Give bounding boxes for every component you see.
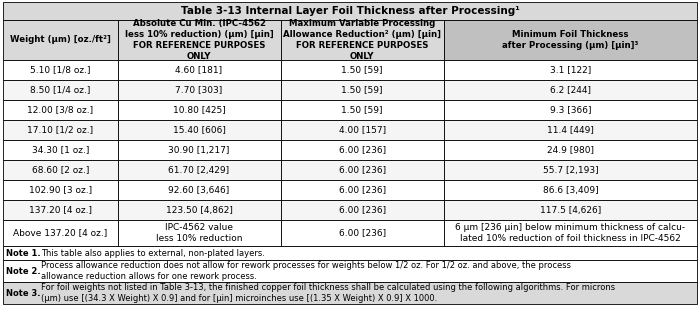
Bar [281,180,444,200]
Bar [281,120,444,140]
Text: 1.50 [59]: 1.50 [59] [342,66,383,74]
Text: 92.60 [3,646]: 92.60 [3,646] [169,185,230,195]
Bar [444,200,697,220]
Bar [118,160,281,180]
Bar [281,80,444,100]
Bar [118,120,281,140]
Text: 6.00 [236]: 6.00 [236] [339,165,386,174]
Bar [281,140,444,160]
Bar [3,282,697,304]
Text: 68.60 [2 oz.]: 68.60 [2 oz.] [32,165,89,174]
Text: 6.00 [236]: 6.00 [236] [339,146,386,154]
Text: IPC-4562 value
less 10% reduction: IPC-4562 value less 10% reduction [156,223,242,243]
Text: 1.50 [59]: 1.50 [59] [342,106,383,114]
Bar [3,180,118,200]
Bar [444,220,697,246]
Bar [3,140,118,160]
Text: Maximum Variable Processing
Allowance Reduction² (μm) [μin]
FOR REFERENCE PURPOS: Maximum Variable Processing Allowance Re… [283,19,441,61]
Bar [444,60,697,80]
Text: 15.40 [606]: 15.40 [606] [173,126,225,134]
Text: 4.00 [157]: 4.00 [157] [339,126,386,134]
Text: 11.4 [449]: 11.4 [449] [547,126,594,134]
Text: 5.10 [1/8 oz.]: 5.10 [1/8 oz.] [30,66,90,74]
Bar [3,60,118,80]
Text: Note 3.: Note 3. [6,288,41,297]
Bar [281,20,444,60]
Text: 4.60 [181]: 4.60 [181] [176,66,223,74]
Text: 117.5 [4,626]: 117.5 [4,626] [540,205,601,215]
Text: 10.80 [425]: 10.80 [425] [173,106,225,114]
Bar [118,220,281,246]
Text: 9.3 [366]: 9.3 [366] [550,106,591,114]
Text: 7.70 [303]: 7.70 [303] [176,86,223,94]
Bar [118,80,281,100]
Bar [3,2,697,20]
Bar [444,120,697,140]
Bar [444,20,697,60]
Text: 12.00 [3/8 oz.]: 12.00 [3/8 oz.] [27,106,93,114]
Text: Note 1.: Note 1. [6,249,41,257]
Bar [444,80,697,100]
Bar [281,160,444,180]
Bar [118,180,281,200]
Bar [118,60,281,80]
Bar [444,100,697,120]
Text: 24.9 [980]: 24.9 [980] [547,146,594,154]
Bar [3,200,118,220]
Bar [281,60,444,80]
Text: 30.90 [1,217]: 30.90 [1,217] [169,146,230,154]
Text: 102.90 [3 oz.]: 102.90 [3 oz.] [29,185,92,195]
Bar [444,140,697,160]
Text: 17.10 [1/2 oz.]: 17.10 [1/2 oz.] [27,126,93,134]
Text: 8.50 [1/4 oz.]: 8.50 [1/4 oz.] [30,86,90,94]
Bar [444,180,697,200]
Bar [3,20,118,60]
Text: Table 3-13 Internal Layer Foil Thickness after Processing¹: Table 3-13 Internal Layer Foil Thickness… [181,6,519,16]
Text: Weight (μm) [oz./ft²]: Weight (μm) [oz./ft²] [10,36,111,44]
Text: 55.7 [2,193]: 55.7 [2,193] [542,165,598,174]
Text: Above 137.20 [4 oz.]: Above 137.20 [4 oz.] [13,229,107,237]
Text: 6.00 [236]: 6.00 [236] [339,205,386,215]
Text: Absolute Cu Min. (IPC-4562
less 10% reduction) (μm) [μin]
FOR REFERENCE PURPOSES: Absolute Cu Min. (IPC-4562 less 10% redu… [125,19,274,61]
Bar [281,220,444,246]
Bar [281,100,444,120]
Bar [118,100,281,120]
Text: 123.50 [4,862]: 123.50 [4,862] [166,205,232,215]
Bar [3,220,118,246]
Bar [3,246,697,260]
Text: Process allowance reduction does not allow for rework processes for weights belo: Process allowance reduction does not all… [41,261,571,281]
Text: 3.1 [122]: 3.1 [122] [550,66,591,74]
Text: 61.70 [2,429]: 61.70 [2,429] [169,165,230,174]
Text: 137.20 [4 oz.]: 137.20 [4 oz.] [29,205,92,215]
Text: 86.6 [3,409]: 86.6 [3,409] [542,185,598,195]
Text: 34.30 [1 oz.]: 34.30 [1 oz.] [32,146,89,154]
Text: 1.50 [59]: 1.50 [59] [342,86,383,94]
Bar [3,120,118,140]
Bar [3,80,118,100]
Bar [281,200,444,220]
Text: 6.00 [236]: 6.00 [236] [339,185,386,195]
Text: 6.00 [236]: 6.00 [236] [339,229,386,237]
Text: Minimum Foil Thickness
after Processing (μm) [μin]³: Minimum Foil Thickness after Processing … [502,30,638,50]
Text: 6 μm [236 μin] below minimum thickness of calcu-
lated 10% reduction of foil thi: 6 μm [236 μin] below minimum thickness o… [455,223,685,243]
Bar [444,160,697,180]
Bar [118,20,281,60]
Bar [3,100,118,120]
Text: Note 2.: Note 2. [6,267,41,275]
Bar [3,160,118,180]
Text: For foil weights not listed in Table 3-13, the finished copper foil thickness sh: For foil weights not listed in Table 3-1… [41,283,615,303]
Bar [118,140,281,160]
Bar [118,200,281,220]
Text: This table also applies to external, non-plated layers.: This table also applies to external, non… [41,249,265,257]
Bar [3,260,697,282]
Text: 6.2 [244]: 6.2 [244] [550,86,591,94]
